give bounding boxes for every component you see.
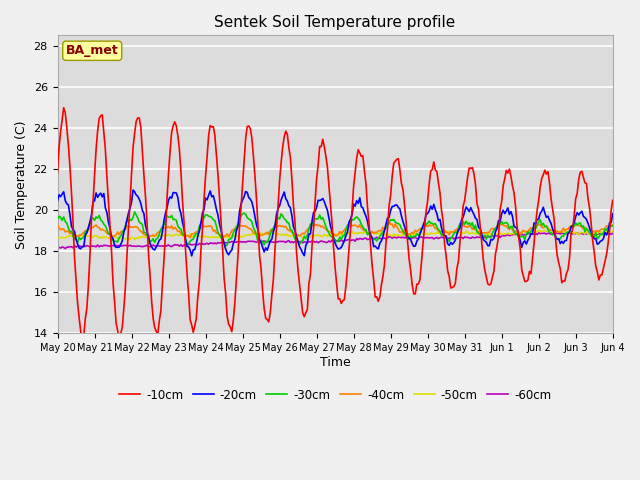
-20cm bbox=[188, 253, 196, 259]
Line: -10cm: -10cm bbox=[58, 108, 612, 344]
-40cm bbox=[404, 232, 412, 238]
-30cm bbox=[544, 227, 552, 232]
-10cm bbox=[78, 341, 86, 347]
-30cm bbox=[69, 233, 77, 239]
-50cm bbox=[69, 234, 77, 240]
Title: Sentek Soil Temperature profile: Sentek Soil Temperature profile bbox=[214, 15, 456, 30]
-60cm bbox=[70, 243, 78, 249]
Line: -20cm: -20cm bbox=[58, 190, 612, 256]
-20cm bbox=[373, 245, 381, 251]
-30cm bbox=[373, 238, 381, 244]
-50cm bbox=[547, 227, 555, 233]
-60cm bbox=[159, 243, 166, 249]
-20cm bbox=[69, 227, 77, 233]
-60cm bbox=[371, 235, 379, 241]
-50cm bbox=[543, 228, 550, 234]
-60cm bbox=[61, 246, 69, 252]
-60cm bbox=[402, 234, 410, 240]
-50cm bbox=[390, 231, 397, 237]
-30cm bbox=[159, 224, 166, 230]
Text: BA_met: BA_met bbox=[66, 44, 118, 57]
-10cm bbox=[609, 197, 616, 203]
-30cm bbox=[392, 219, 399, 225]
-10cm bbox=[54, 170, 61, 176]
-40cm bbox=[371, 229, 379, 235]
-20cm bbox=[404, 235, 412, 240]
-50cm bbox=[609, 228, 616, 234]
-60cm bbox=[390, 234, 397, 240]
-50cm bbox=[131, 237, 138, 242]
-20cm bbox=[392, 202, 399, 208]
Line: -30cm: -30cm bbox=[58, 212, 612, 246]
Line: -50cm: -50cm bbox=[58, 230, 612, 240]
-60cm bbox=[543, 231, 550, 237]
-50cm bbox=[371, 231, 379, 237]
-40cm bbox=[157, 228, 164, 234]
-40cm bbox=[385, 219, 393, 225]
-10cm bbox=[70, 254, 78, 260]
-50cm bbox=[159, 233, 166, 239]
Legend: -10cm, -20cm, -30cm, -40cm, -50cm, -60cm: -10cm, -20cm, -30cm, -40cm, -50cm, -60cm bbox=[114, 384, 556, 406]
-20cm bbox=[54, 198, 61, 204]
-10cm bbox=[392, 158, 399, 164]
-30cm bbox=[222, 243, 230, 249]
-20cm bbox=[609, 211, 616, 217]
-40cm bbox=[186, 235, 194, 240]
-10cm bbox=[60, 105, 68, 110]
-30cm bbox=[131, 209, 138, 215]
-20cm bbox=[159, 229, 166, 235]
-20cm bbox=[544, 213, 552, 219]
X-axis label: Time: Time bbox=[320, 356, 351, 369]
Line: -40cm: -40cm bbox=[58, 222, 612, 238]
-40cm bbox=[69, 230, 77, 236]
-40cm bbox=[392, 221, 399, 227]
-30cm bbox=[609, 223, 616, 229]
Line: -60cm: -60cm bbox=[58, 232, 612, 249]
-60cm bbox=[609, 230, 616, 236]
-50cm bbox=[402, 232, 410, 238]
-40cm bbox=[54, 223, 61, 228]
-10cm bbox=[404, 239, 412, 245]
-10cm bbox=[160, 257, 168, 263]
-10cm bbox=[544, 169, 552, 175]
-10cm bbox=[373, 294, 381, 300]
-40cm bbox=[544, 225, 552, 231]
-50cm bbox=[54, 236, 61, 241]
-20cm bbox=[129, 187, 137, 193]
-60cm bbox=[54, 244, 61, 250]
-60cm bbox=[566, 229, 573, 235]
-30cm bbox=[54, 216, 61, 222]
Y-axis label: Soil Temperature (C): Soil Temperature (C) bbox=[15, 120, 28, 249]
-30cm bbox=[404, 232, 412, 238]
-40cm bbox=[609, 222, 616, 228]
